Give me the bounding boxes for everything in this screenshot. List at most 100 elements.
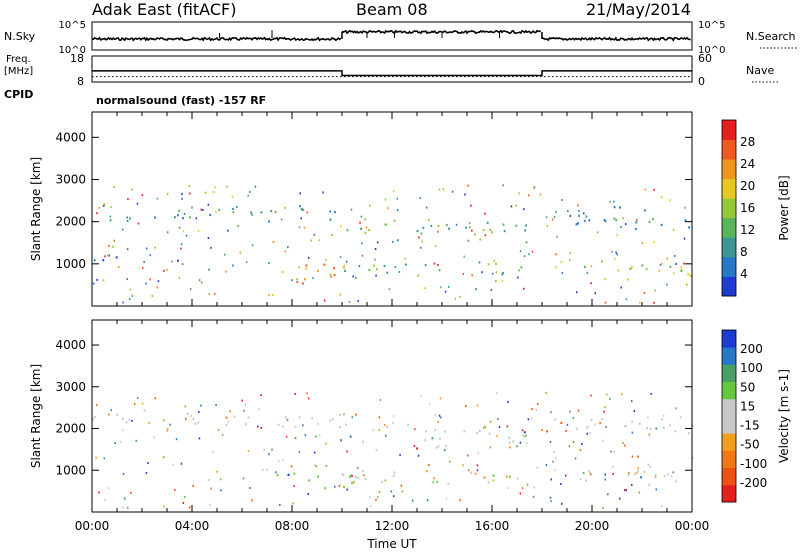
sparse-echo <box>686 283 688 286</box>
freq-nave-panel: 18 8 60 0 <box>70 52 780 88</box>
sparse-echo <box>227 420 230 423</box>
sparse-echo <box>604 478 607 481</box>
sparse-echo <box>257 425 259 428</box>
colorbar-swatch <box>722 178 736 199</box>
sparse-echo <box>533 486 536 489</box>
sparse-echo <box>369 496 371 499</box>
sparse-echo <box>338 485 341 487</box>
echo-cell <box>154 216 156 219</box>
sparse-echo <box>673 272 675 275</box>
sparse-echo <box>483 426 485 429</box>
echo-cell <box>463 430 466 433</box>
sparse-echo <box>631 400 633 403</box>
sparse-echo <box>653 301 655 304</box>
sparse-echo <box>282 458 284 461</box>
sparse-echo <box>471 229 473 232</box>
sparse-echo <box>181 198 183 200</box>
sparse-echo <box>280 218 283 221</box>
noise-line <box>91 36 342 42</box>
sparse-echo <box>141 194 144 197</box>
echo-cell <box>357 477 360 480</box>
sparse-echo <box>426 499 429 502</box>
sparse-echo <box>242 477 245 480</box>
noise-right-tick: 10^5 <box>698 20 725 31</box>
sparse-echo <box>356 467 358 470</box>
sparse-echo <box>154 246 156 249</box>
echo-cell <box>270 210 273 213</box>
sparse-echo <box>98 206 100 209</box>
sparse-echo <box>197 230 200 232</box>
sparse-echo <box>341 473 343 475</box>
echo-cell <box>186 412 189 415</box>
sparse-echo <box>213 292 216 295</box>
sparse-echo <box>654 289 656 292</box>
sparse-echo <box>119 440 122 443</box>
sparse-echo <box>495 271 498 274</box>
sparse-echo <box>96 278 98 281</box>
sparse-echo <box>476 464 479 467</box>
echo-cell <box>92 418 94 421</box>
sparse-echo <box>510 205 513 208</box>
echo-cell <box>576 427 578 430</box>
sparse-echo <box>184 496 186 498</box>
sparse-echo <box>622 442 624 444</box>
sparse-echo <box>167 231 169 234</box>
colorbar-frame <box>721 329 737 503</box>
sparse-echo <box>346 488 348 491</box>
echo-cell <box>669 265 672 268</box>
sparse-echo <box>484 476 486 479</box>
sparse-echo <box>606 393 608 396</box>
sparse-echo <box>612 473 614 475</box>
echo-cell <box>478 429 481 433</box>
echo-cell <box>329 419 331 422</box>
sparse-echo <box>434 413 437 416</box>
sparse-echo <box>478 261 481 264</box>
sparse-echo <box>329 273 332 276</box>
sparse-echo <box>131 188 133 191</box>
echo-cell <box>524 435 526 438</box>
sparse-echo <box>114 442 116 444</box>
echo-cell <box>439 437 441 440</box>
y-axis-label: Slant Range [km] <box>29 157 43 261</box>
echo-cell <box>182 217 184 220</box>
sparse-echo <box>674 254 676 257</box>
sparse-echo <box>343 266 345 269</box>
echo-cell <box>631 420 634 423</box>
echo-cell <box>627 474 630 477</box>
echo-cell <box>362 440 364 443</box>
sparse-echo <box>411 499 414 502</box>
y-tick-label: 2000 <box>55 215 86 229</box>
echo-cell <box>129 217 131 220</box>
echo-cell <box>386 425 388 429</box>
sparse-echo <box>142 267 144 269</box>
sparse-echo <box>131 419 133 422</box>
echo-cell <box>437 445 440 448</box>
sparse-echo <box>622 217 624 220</box>
sparse-echo <box>318 239 320 242</box>
sparse-echo <box>96 404 98 407</box>
sparse-echo <box>539 193 542 196</box>
sparse-echo <box>569 410 571 413</box>
sparse-echo <box>331 234 333 236</box>
sparse-echo <box>198 279 201 282</box>
echo-cell <box>444 445 447 448</box>
noise-frame <box>91 21 693 51</box>
echo-cell <box>578 214 580 217</box>
echo-cell <box>368 228 371 232</box>
colorbar-swatch <box>722 467 736 486</box>
echo-cell <box>358 265 361 268</box>
sparse-echo <box>263 449 265 451</box>
sparse-echo <box>181 263 184 266</box>
sparse-echo <box>536 466 539 469</box>
echo-cell <box>345 423 347 427</box>
sparse-echo <box>151 294 153 297</box>
sparse-echo <box>129 288 132 291</box>
sparse-echo <box>477 452 480 455</box>
echo-cell <box>260 211 263 214</box>
sparse-echo <box>425 206 428 209</box>
sparse-echo <box>489 420 492 423</box>
echo-cell <box>407 423 409 426</box>
freq-left-tick: 18 <box>70 52 84 65</box>
echo-cell <box>425 430 427 433</box>
sparse-echo <box>526 483 529 486</box>
